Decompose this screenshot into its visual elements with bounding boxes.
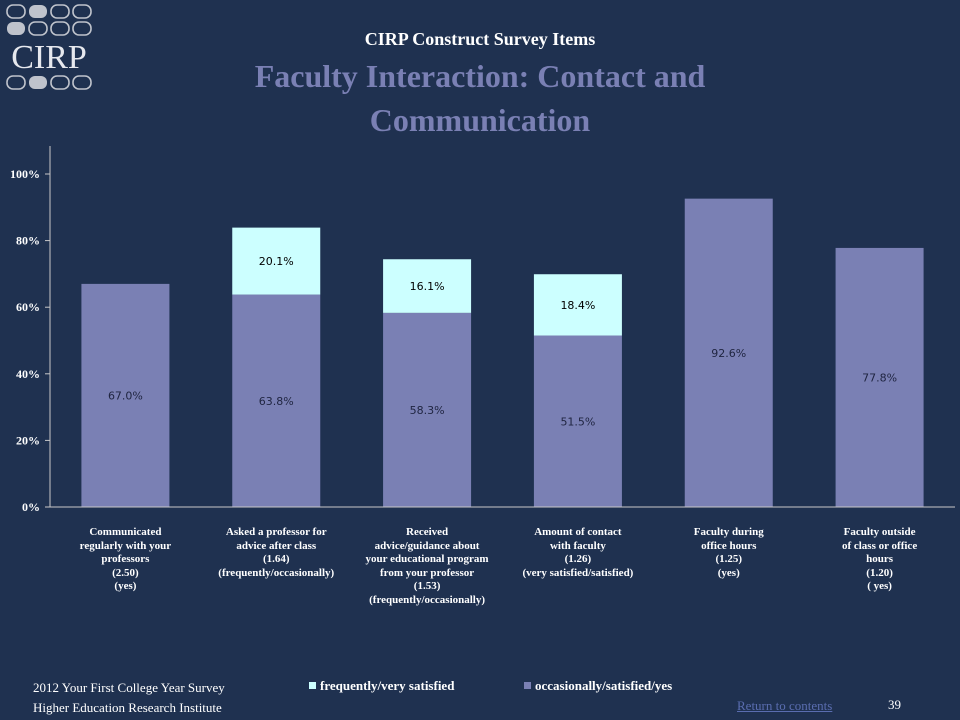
cirp-logo: CIRP xyxy=(6,4,92,90)
legend-swatch-occasionally xyxy=(524,682,531,689)
slide-title: Faculty Interaction: Contact and Communi… xyxy=(254,58,706,138)
bar-value-label: 92.6% xyxy=(711,347,746,360)
x-category-label: Amount of contact with faculty (1.26) (very… xyxy=(503,526,653,580)
x-category-label-line: advice/guidance about xyxy=(374,539,480,552)
footer-source: 2012 Your First College Year Survey High… xyxy=(33,678,225,718)
bar-value-label: 63.8% xyxy=(259,395,294,408)
footer-institute: Higher Education Research Institute xyxy=(33,700,222,715)
x-category-label: Communicated regularly with your professor… xyxy=(50,526,200,594)
y-tick-label: 80% xyxy=(16,234,40,248)
x-category-label-line: Faculty during xyxy=(693,526,764,538)
legend-swatch-frequently xyxy=(309,682,316,689)
bar-value-label: 58.3% xyxy=(410,404,445,417)
return-to-contents-link[interactable]: Return to contents xyxy=(737,698,833,713)
y-tick-label: 0% xyxy=(22,500,40,514)
x-category-label-line: (1.25) xyxy=(715,553,743,565)
bar-value-label: 67.0% xyxy=(108,389,143,402)
x-category-label-line: Communicated xyxy=(89,526,162,538)
bar-frequently xyxy=(383,259,472,313)
x-category-label-line: your educational program xyxy=(365,553,489,565)
x-category-label: Received advice/guidance about your educat… xyxy=(352,526,502,607)
x-category-label-line: (frequently/occasionally) xyxy=(218,566,335,579)
x-category-label-line: Amount of contact xyxy=(534,526,622,538)
x-category-label-line: office hours xyxy=(701,539,757,552)
legend-label-occasionally: occasionally/satisfied/yes xyxy=(535,678,673,693)
bar-value-label: 16.1% xyxy=(410,280,445,293)
x-category-label-line: (1.64) xyxy=(262,553,290,565)
bar-occasionally xyxy=(232,294,321,507)
x-category-label-line: Asked a professor for xyxy=(225,526,327,538)
x-category-label-line: advice after class xyxy=(236,539,317,552)
bar-occasionally xyxy=(81,283,170,507)
x-category-label: Faculty outside of class or office hours (1… xyxy=(805,526,955,594)
bar-occasionally xyxy=(835,247,924,507)
bar-occasionally xyxy=(684,198,773,507)
x-category-label-line: hours xyxy=(866,553,894,565)
x-category-label-line: (yes) xyxy=(717,566,740,579)
logo-text: CIRP xyxy=(11,39,87,76)
slide-subtitle: CIRP Construct Survey Items xyxy=(364,29,596,49)
bar-value-label: 77.8% xyxy=(862,371,897,384)
x-category-label-line: (1.20) xyxy=(866,566,893,579)
y-tick-label: 100% xyxy=(10,167,40,181)
bar-frequently xyxy=(232,227,321,295)
x-category-label-line: (frequently/occasionally) xyxy=(369,593,486,606)
y-tick-label: 40% xyxy=(16,367,40,381)
x-category-label: Faculty during office hours (1.25) (yes) xyxy=(654,526,804,580)
x-category-label-line: ( yes) xyxy=(867,580,892,592)
x-category-label-line: (1.26) xyxy=(564,553,592,565)
footer-survey-name: 2012 Your First College Year Survey xyxy=(33,680,225,695)
x-category-label-line: (1.53) xyxy=(413,580,441,592)
bar-value-label: 18.4% xyxy=(560,299,595,312)
stacked-bar-chart: 0% 20% 40% 60% 80% 100% 67.0% 63.8% 20.1% 58.3% 16… xyxy=(10,146,955,514)
y-tick-label: 60% xyxy=(16,300,40,314)
legend-label-frequently: frequently/very satisfied xyxy=(320,678,455,693)
legend-item-frequently: frequently/very satisfied xyxy=(309,678,454,694)
bar-value-label: 51.5% xyxy=(560,415,595,428)
y-tick-label: 20% xyxy=(16,433,40,447)
x-category-label-line: professors xyxy=(101,553,150,565)
x-category-label-line: (very satisfied/satisfied) xyxy=(522,566,634,579)
x-category-label-line: Faculty outside xyxy=(843,526,916,538)
x-category-label-line: with faculty xyxy=(549,539,606,552)
x-category-label-line: from your professor xyxy=(380,566,475,579)
x-category-label-line: of class or office xyxy=(841,539,918,552)
bar-value-label: 20.1% xyxy=(259,255,294,268)
x-category-label-line: (2.50) xyxy=(112,566,139,579)
x-category-label-line: (yes) xyxy=(114,580,137,592)
x-category-label-line: regularly with your xyxy=(79,539,172,552)
bar-occasionally xyxy=(533,335,622,507)
page-number: 39 xyxy=(888,697,901,712)
legend-item-occasionally: occasionally/satisfied/yes xyxy=(524,678,672,694)
x-category-label-line: Received xyxy=(406,526,449,538)
bar-frequently xyxy=(533,274,622,336)
x-category-label: Asked a professor for advice after class(… xyxy=(201,526,351,580)
bar-occasionally xyxy=(383,312,472,507)
